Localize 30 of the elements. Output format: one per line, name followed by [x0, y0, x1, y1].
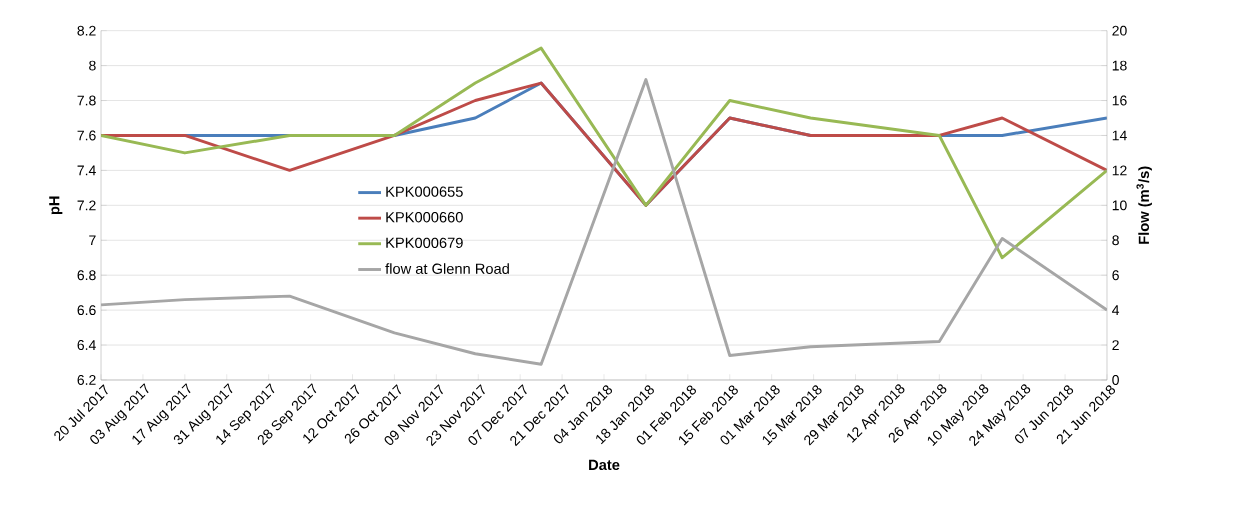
y2-tick-label: 20 [1112, 25, 1127, 36]
line-series [101, 46, 1107, 260]
y2-tick-label: 6 [1112, 270, 1119, 281]
y2-tick-label: 2 [1112, 340, 1119, 350]
y2-tick-label: 0 [1112, 375, 1119, 385]
y2-tick-label: 10 [1112, 200, 1127, 211]
y-tick-label: 7 [89, 235, 96, 246]
y-tick-label: 7.8 [77, 95, 96, 106]
y2-tick-label: 12 [1112, 165, 1127, 176]
legend-label: KPK000655 [386, 186, 463, 197]
y-tick-label: 8 [89, 60, 96, 71]
y-tick-label: 6.4 [77, 340, 96, 351]
y-tick-label: 6.6 [77, 305, 96, 316]
legend-label: KPK000679 [386, 237, 463, 248]
y-tick-label: 6.8 [77, 270, 96, 281]
y2-axis-title: Flow (m$^{3}$/s) [1136, 166, 1152, 244]
y-tick-label: 8.2 [77, 25, 96, 36]
y2-tick-label: 16 [1112, 95, 1127, 106]
y2-tick-label: 4 [1112, 305, 1120, 315]
x-axis-title: Date [589, 459, 620, 471]
y-tick-label: 7.4 [77, 165, 96, 176]
legend-label: flow at Glenn Road [385, 263, 509, 274]
y-axis-title: pH [49, 196, 63, 215]
y-tick-label: 7.6 [77, 130, 96, 141]
y-tick-label: 6.2 [77, 375, 96, 385]
y2-tick-label: 8 [1112, 235, 1119, 246]
y-tick-label: 7.2 [77, 200, 96, 211]
y2-tick-label: 18 [1112, 60, 1127, 71]
legend-label: KPK000660 [386, 212, 463, 223]
y2-tick-label: 14 [1112, 130, 1127, 141]
